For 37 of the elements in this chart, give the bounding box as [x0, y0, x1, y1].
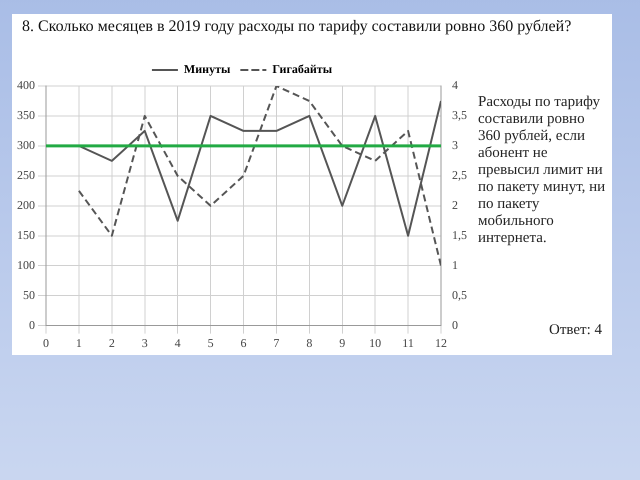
y-tick-label: 0 [29, 318, 35, 332]
y-tick-label: 350 [17, 108, 35, 122]
y2-tick-label: 3,5 [452, 108, 467, 122]
y-tick-label: 400 [17, 78, 35, 92]
y2-tick-label: 4 [452, 78, 458, 92]
y2-tick-label: 2,5 [452, 168, 467, 182]
x-tick-label: 8 [306, 336, 312, 350]
chart-title: 8. Сколько месяцев в 2019 году расходы по тарифу составили ровно 360 рублей? [22, 18, 572, 36]
text: Расходы по тарифу составили ровно 360 рублей, если абонент не превысил лимит ни по пакету минут, ни по пакету мобильного интернета. [478, 94, 606, 246]
y2-tick-label: 0,5 [452, 288, 467, 302]
x-tick-label: 7 [273, 336, 280, 350]
x-tick-label: 9 [339, 336, 346, 350]
x-tick-label: 10 [369, 336, 382, 350]
line-series [78, 86, 441, 267]
y2-tick-label: 2 [452, 198, 458, 212]
y-tick-label: 300 [17, 138, 35, 152]
y2-tick-label: 1,5 [452, 228, 467, 242]
x-tick-label: 11 [402, 336, 414, 350]
y-tick-label: 250 [17, 168, 35, 182]
y2-tick-label: 0 [452, 318, 458, 332]
x-tick-label: 1 [76, 336, 82, 350]
x-tick-label: 4 [174, 336, 181, 350]
legend-label: Минуты [184, 62, 231, 76]
y2-tick-label: 3 [452, 138, 458, 152]
x-tick-label: 6 [240, 336, 246, 350]
x-tick-label: 12 [435, 336, 447, 350]
legend-label: Гигабайты [272, 62, 333, 76]
y-tick-label: 200 [17, 198, 35, 212]
y-tick-label: 50 [23, 288, 35, 302]
x-tick-label: 5 [208, 336, 214, 350]
x-tick-label: 0 [43, 336, 49, 350]
text: Ответ: 4 [548, 322, 602, 339]
y-tick-label: 100 [17, 258, 35, 272]
y-tick-label: 150 [17, 228, 35, 242]
y2-tick-label: 1 [452, 258, 458, 272]
x-tick-label: 3 [142, 336, 148, 350]
x-tick-label: 2 [108, 336, 115, 350]
